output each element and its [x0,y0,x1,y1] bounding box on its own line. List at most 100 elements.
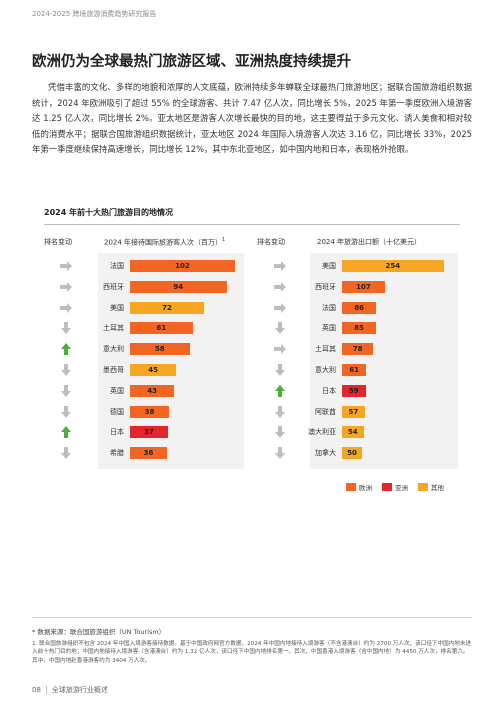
right-bar-value: 254 [385,262,401,270]
left-bar: 94 [130,280,227,293]
right-bar: 61 [342,364,367,376]
right-bar-value: 86 [354,303,365,312]
legend-label: 亚洲 [395,484,408,492]
left-rank-change-down-icon [59,446,73,460]
left-bar-value: 37 [144,428,154,437]
left-bar: 72 [130,301,204,314]
right-bar: 85 [342,322,376,335]
left-category-label: 西班牙 [103,282,124,291]
left-category-label: 法国 [110,262,124,270]
legend-swatch [382,483,392,491]
right-rank-change-up-icon [273,384,287,398]
right-bar-value: 85 [354,324,364,333]
right-bar: 57 [342,405,365,418]
left-bar: 45 [130,364,177,376]
right-bar-value: 78 [352,345,363,354]
left-category-label: 墨西哥 [103,366,124,374]
left-rank-change-up-icon [59,342,73,356]
legend-swatch [346,483,356,491]
right-rank-change-same-icon [273,259,287,273]
left-bar-value: 43 [147,386,157,395]
right-rank-change-same-icon [273,301,287,315]
left-bar-value: 36 [143,449,154,458]
left-category-label: 英国 [110,386,124,395]
legend-item-other: 其他 [418,482,444,492]
right-bar-value: 61 [349,366,360,374]
legend-label: 其他 [431,484,444,492]
right-bar: 50 [342,447,362,460]
left-bar-value: 94 [173,282,184,291]
right-rank-change-down-icon [273,405,287,419]
right-category-label: 西班牙 [315,282,336,291]
right-bar: 78 [342,343,374,356]
footer-separator [45,686,47,694]
right-chart-header: 2024 年旅游出口额（十亿美元） [317,238,422,246]
left-bar: 58 [130,343,190,356]
running-head: 2024-2025 跨境旅游消费趋势研究报告 [32,10,157,18]
left-category-label: 希腊 [110,449,124,458]
right-bar: 59 [342,384,366,397]
right-rank-change-down-icon [273,425,287,439]
left-rank-change-down-icon [59,363,73,377]
left-bar-value: 38 [144,407,155,416]
right-category-label: 美国 [322,262,336,270]
body-paragraph: 凭借丰富的文化、多样的地貌和浓厚的人文底蕴，欧洲持续多年蝉联全球最热门旅游地区；… [32,82,472,154]
left-rank-change-down-icon [59,321,73,335]
legend-swatch [418,483,428,491]
left-bar: 61 [130,322,193,335]
footnote-divider [32,617,472,618]
right-bar: 107 [342,280,385,293]
left-category-label: 土耳其 [103,324,124,333]
page-footer: 08 全球旅游行业概述 [32,685,108,695]
left-rank-change-same-icon [59,301,73,315]
right-rank-change-down-icon [273,363,287,377]
left-bar: 102 [130,260,235,272]
left-category-label: 德国 [110,407,124,416]
left-bar-value: 58 [154,345,165,354]
chart-divider [44,224,460,225]
right-category-label: 加拿大 [315,449,336,458]
left-bar-value: 102 [175,262,190,270]
right-category-label: 法国 [322,303,336,312]
right-rank-change-same-icon [273,280,287,294]
left-chart-header: 2024 年接待国际旅游客人次（百万）1 [104,237,225,247]
left-bar: 36 [130,447,167,460]
right-category-label: 阿联酋 [315,407,336,416]
legend-item-asia: 亚洲 [382,482,408,492]
left-rank-change-down-icon [59,405,73,419]
left-rank-change-same-icon [59,259,73,273]
left-bar: 38 [130,405,170,418]
left-chart-header-text: 2024 年接待国际旅游客人次（百万） [104,238,223,247]
left-bar: 43 [130,384,175,397]
left-rank-change-up-icon [59,425,73,439]
right-rank-change-down-icon [273,321,287,335]
right-category-label: 澳大利亚 [308,428,336,437]
right-rank-header: 排名变动 [257,238,285,246]
left-rank-header: 排名变动 [44,238,72,246]
right-category-label: 日本 [322,386,336,395]
footnote: 1. 联合国旅游组织不包含 2024 年中国入境游客接待数据。基于中国政府网官方… [32,641,472,664]
right-bar: 86 [342,301,377,314]
right-bar-value: 50 [347,449,357,458]
left-bar-value: 61 [156,324,167,333]
right-bar: 54 [342,426,364,439]
page-number: 08 [32,686,41,694]
data-source: * 数据来源：联合国旅游组织（UN Tourism） [32,628,166,636]
left-bar: 37 [130,426,168,439]
chart-legend: 欧洲 亚洲 其他 [346,481,454,493]
right-bar-value: 59 [348,386,359,395]
right-bar-value: 57 [348,407,359,416]
legend-item-europe: 欧洲 [346,482,372,492]
section-name: 全球旅游行业概述 [51,686,108,694]
right-rank-change-down-icon [273,446,287,460]
left-category-label: 意大利 [103,345,124,354]
left-rank-change-down-icon [59,384,73,398]
footnote-ref: 1 [222,237,226,243]
right-rank-change-same-icon [273,342,287,356]
right-bar-value: 54 [347,428,358,437]
right-category-label: 英国 [322,324,336,333]
chart-title: 2024 年前十大热门旅游目的地情况 [44,208,174,217]
left-rank-change-same-icon [59,280,73,294]
left-category-label: 日本 [110,428,124,437]
right-category-label: 意大利 [315,366,336,374]
